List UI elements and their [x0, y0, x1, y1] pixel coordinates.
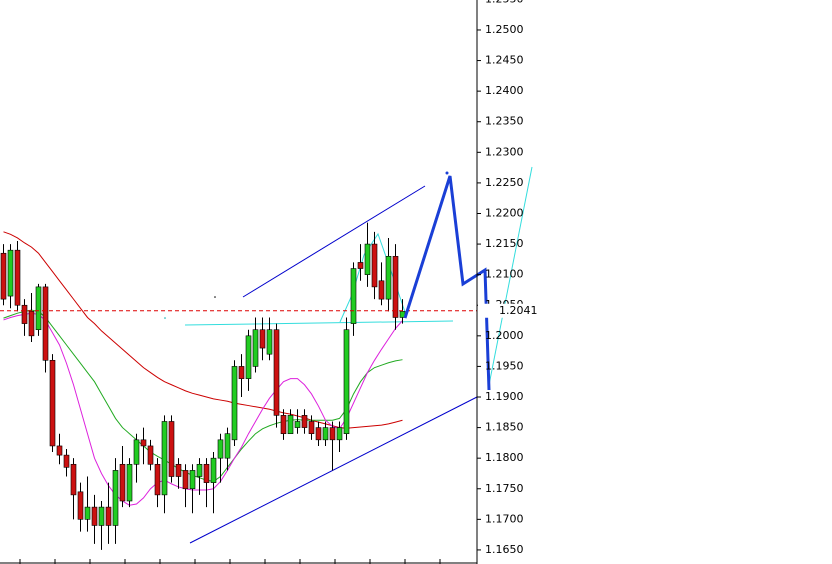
y-tick-label: 1.2500: [485, 23, 524, 36]
candle-body: [7, 249, 14, 297]
candle-body: [140, 439, 147, 447]
y-tick-label: 1.1650: [485, 543, 524, 556]
candle-body: [98, 506, 105, 526]
candle-body: [56, 445, 63, 456]
candle-body: [252, 329, 259, 367]
y-tick-label: 1.2200: [485, 206, 524, 219]
candle-body: [70, 463, 77, 496]
candle-body: [245, 335, 252, 379]
candle-body: [294, 421, 301, 428]
envelope-line: [339, 232, 406, 323]
y-tick-label: 1.2550: [485, 0, 524, 5]
candle-body: [350, 268, 357, 324]
candle-body: [273, 329, 280, 416]
candle-body: [217, 439, 224, 459]
trend-drawings: [184, 166, 533, 544]
moving-average: [3, 312, 403, 506]
candle-body: [287, 415, 294, 435]
forecast-dot: [445, 171, 449, 175]
candle-body: [182, 470, 189, 490]
current-price-box: [478, 303, 528, 318]
candle-body: [175, 463, 182, 477]
candle-body: [280, 415, 287, 435]
time-ticks: [19, 559, 441, 564]
candle-body: [231, 366, 238, 441]
current-price-label: 1.2041: [499, 304, 538, 317]
candle-body: [161, 421, 168, 496]
horizontal-line: [184, 320, 454, 326]
moving-average: [3, 309, 403, 482]
y-tick-label: 1.1700: [485, 512, 524, 525]
candle-body: [259, 329, 266, 349]
candle-body: [343, 329, 350, 435]
y-tick-label: 1.1850: [485, 421, 524, 434]
candle-body: [371, 243, 378, 288]
candle-body: [315, 427, 322, 441]
candle-body: [154, 463, 161, 496]
candle-body: [84, 506, 91, 520]
candle-body: [203, 463, 210, 483]
candle-body: [364, 243, 371, 275]
y-tick-label: 1.2450: [485, 54, 524, 67]
candle-body: [126, 463, 133, 502]
candle-body: [322, 427, 329, 441]
candle-body: [210, 457, 217, 483]
dot: [214, 296, 216, 298]
y-tick-label: 1.1800: [485, 451, 524, 464]
candle-body: [42, 286, 49, 361]
y-tick-label: 1.2250: [485, 176, 524, 189]
candle-body: [49, 359, 56, 447]
candle-body: [385, 256, 392, 300]
y-tick-label: 1.2100: [485, 268, 524, 281]
candle-body: [77, 491, 84, 520]
candle-body: [238, 366, 245, 379]
candle-body: [35, 286, 42, 331]
candle-body: [14, 249, 21, 306]
y-tick-label: 1.2150: [485, 237, 524, 250]
candle-body: [28, 311, 35, 337]
moving-average: [3, 231, 403, 429]
y-tick-label: 1.2300: [485, 145, 524, 158]
candle-body: [168, 421, 175, 477]
y-tick-label: 1.1950: [485, 359, 524, 372]
candle-body: [0, 252, 7, 300]
candle-body: [224, 433, 231, 459]
candle-body: [133, 439, 140, 465]
y-tick-label: 1.2400: [485, 84, 524, 97]
candle-body: [301, 415, 308, 428]
candle-body: [329, 427, 336, 441]
candle-body: [357, 262, 364, 269]
candle-body: [378, 280, 385, 300]
y-tick-label: 1.1900: [485, 390, 524, 403]
candle-body: [147, 445, 154, 465]
candle-body: [189, 470, 196, 490]
candle-body: [119, 463, 126, 502]
channel-upper: [242, 185, 426, 298]
y-tick-label: 1.2350: [485, 115, 524, 128]
plot-area: [0, 222, 477, 550]
y-tick-label: 1.1750: [485, 482, 524, 495]
price-labels: 1.1650 1.1700 1.1750 1.1800 1.1850 1.1900 1.19…: [477, 0, 538, 556]
candle-body: [308, 421, 315, 435]
candle-body: [21, 304, 28, 324]
channel-lower: [189, 396, 478, 544]
candle-body: [105, 506, 112, 526]
dot: [164, 317, 166, 319]
diagonal-line: [487, 166, 533, 391]
candle-body: [196, 463, 203, 477]
candle-body: [112, 470, 119, 526]
candle-body: [392, 256, 399, 318]
candle-body: [63, 454, 70, 468]
candle-body: [91, 506, 98, 526]
candle-body: [266, 329, 273, 355]
candle-body: [336, 427, 343, 441]
y-tick-label: 1.2000: [485, 329, 524, 342]
forecast-path: [403, 175, 491, 391]
